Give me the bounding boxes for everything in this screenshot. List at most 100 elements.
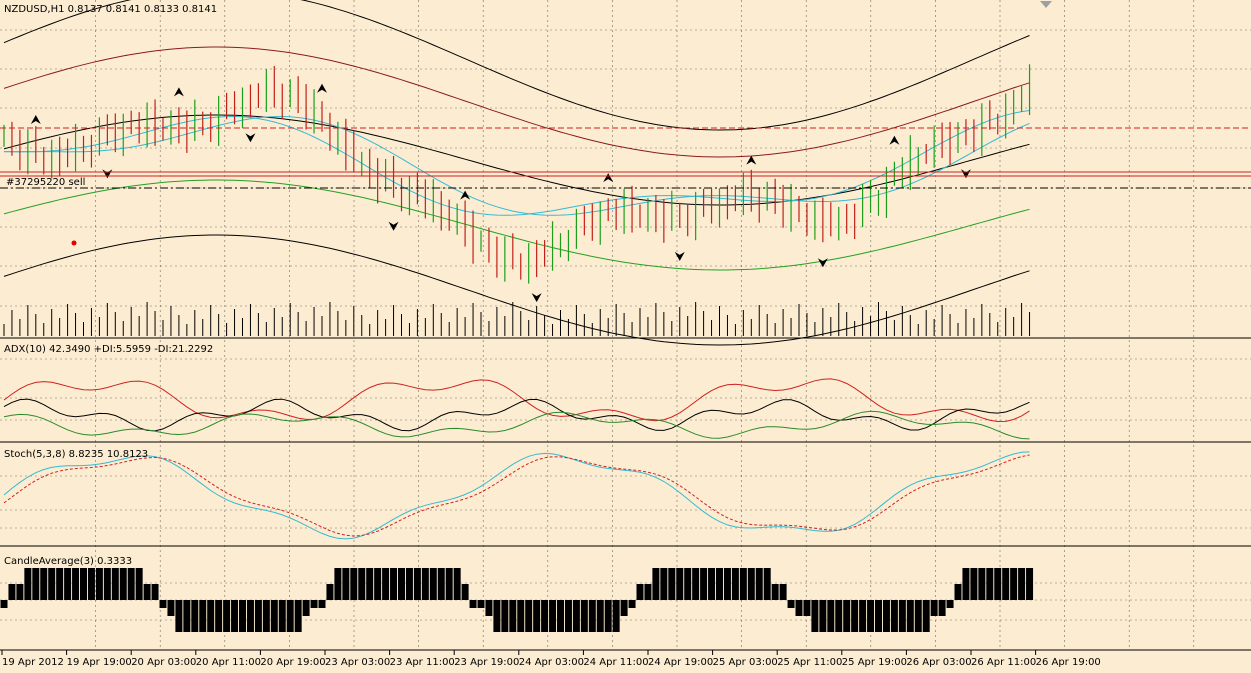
chart-shift-icon[interactable] xyxy=(1040,1,1052,8)
candle-average-bar xyxy=(517,600,525,632)
time-axis: 19 Apr 2012 19 Apr 19:00 20 Apr 03:00 20 Ap… xyxy=(1,650,1101,668)
candle-average-bar xyxy=(533,600,541,632)
upper-outer-band xyxy=(3,0,1030,131)
candle-average-bar xyxy=(437,568,445,600)
candle-average-bar xyxy=(270,600,278,632)
candle-average-bar xyxy=(811,600,819,632)
candle-average-bar xyxy=(541,600,549,632)
candle-average-bar xyxy=(286,600,294,632)
stoch-label: Stoch(5,3,8) 8.8235 10.8123 xyxy=(4,449,148,460)
candle-average-bar xyxy=(644,584,652,600)
stochastic-lines xyxy=(3,451,1030,540)
candle-average-bar xyxy=(525,600,533,632)
candle-average-bar xyxy=(572,600,580,632)
candle-average-bar xyxy=(946,600,954,608)
candle-average-bar xyxy=(413,568,421,600)
candle-average-bar xyxy=(1010,568,1018,600)
candle-average-bar xyxy=(326,584,334,600)
candle-average-bar xyxy=(747,568,755,600)
time-axis-label: 26 Apr 19:00 xyxy=(1036,657,1101,668)
candle-average-bar xyxy=(612,600,620,632)
candle-average-bar xyxy=(95,568,103,600)
candle-average-bar xyxy=(938,600,946,616)
candle-average-bar xyxy=(350,568,358,600)
candle-average-bar xyxy=(80,568,87,600)
fast-ma-line xyxy=(3,110,1030,216)
candle-average-bar xyxy=(366,568,374,600)
candle-average-bar xyxy=(890,600,898,632)
candle-average-bar xyxy=(32,568,40,600)
lower-outer-band xyxy=(3,234,1030,346)
candle-average-bar xyxy=(254,600,262,632)
candle-average-bar xyxy=(199,600,207,632)
candle-average-bar xyxy=(24,568,32,600)
candle-average-bar xyxy=(930,600,938,616)
time-axis-label: 25 Apr 19:00 xyxy=(842,657,907,668)
candle-average-bar xyxy=(40,568,48,600)
candle-average-bar xyxy=(954,584,962,600)
upper-inner-band xyxy=(3,46,1030,158)
adx-plus-di-line xyxy=(3,410,1030,440)
candle-average-bar xyxy=(398,568,405,600)
candle-average-bar xyxy=(342,568,350,600)
candle-average-bar xyxy=(509,600,517,632)
candle-average-bar xyxy=(87,568,95,600)
candle-average-bar xyxy=(676,568,684,600)
candle-average-bar xyxy=(262,600,270,632)
candle-average-bar xyxy=(461,584,469,600)
time-axis-label: 20 Apr 03:00 xyxy=(131,657,196,668)
candle-average-bar xyxy=(580,600,588,632)
candle-average-bar xyxy=(859,600,867,632)
candle-average-bar xyxy=(564,600,572,632)
candle-average-bar xyxy=(16,584,24,600)
candle-average-pane[interactable]: CandleAverage(3) 0.3333 xyxy=(0,556,1034,632)
candle-average-bar xyxy=(119,568,127,600)
main-price-pane[interactable]: NZDUSD,H1 0.8137 0.8141 0.8133 0.8141 #3… xyxy=(0,0,1251,346)
candle-average-bar xyxy=(0,600,8,608)
candle-average-bar xyxy=(445,568,453,600)
candle-average-bar xyxy=(549,600,557,632)
candle-average-bar xyxy=(48,568,56,600)
candle-average-bar xyxy=(215,600,223,632)
candle-average-bar xyxy=(978,568,986,600)
candle-average-bar xyxy=(843,600,851,632)
candle-average-bar xyxy=(493,600,501,632)
candle-average-bar xyxy=(557,600,564,632)
candle-average-bar xyxy=(660,568,668,600)
time-axis-label: 24 Apr 11:00 xyxy=(583,657,648,668)
fractal-down-arrow xyxy=(245,133,256,143)
adx-label: ADX(10) 42.3490 +DI:5.5959 -DI:21.2292 xyxy=(4,344,213,355)
adx-lines xyxy=(3,378,1030,440)
candle-average-bar xyxy=(596,600,604,632)
adx-main-line xyxy=(3,398,1030,432)
fractal-up-arrow xyxy=(30,114,41,124)
candle-average-bar xyxy=(867,600,875,632)
candle-average-bar xyxy=(374,568,382,600)
candle-average-bar xyxy=(755,568,763,600)
candle-average-bar xyxy=(962,568,970,600)
candle-average-bar xyxy=(1002,568,1010,600)
candle-average-bar xyxy=(477,600,485,608)
candle-average-bar xyxy=(851,600,859,632)
candle-average-bar xyxy=(183,600,191,632)
adx-pane[interactable]: ADX(10) 42.3490 +DI:5.5959 -DI:21.2292 xyxy=(3,344,1030,440)
candle-average-bar xyxy=(294,600,302,632)
time-axis-label: 20 Apr 19:00 xyxy=(260,657,325,668)
candle-average-bar xyxy=(970,568,978,600)
candle-average-bar xyxy=(239,600,246,632)
stochastic-pane[interactable]: Stoch(5,3,8) 8.8235 10.8123 xyxy=(3,449,1030,540)
candle-average-bar xyxy=(151,584,159,600)
candle-average-bar xyxy=(358,568,366,600)
candle-average-bar xyxy=(405,568,413,600)
candle-average-bar xyxy=(64,568,72,600)
candle-average-bar xyxy=(922,600,930,632)
candle-average-bar xyxy=(835,600,843,632)
candle-average-bar xyxy=(72,568,80,600)
time-axis-label: 23 Apr 03:00 xyxy=(325,657,390,668)
candle-average-bar xyxy=(795,600,803,616)
adx-minus-di-line xyxy=(3,378,1030,423)
stoch-main-line xyxy=(3,451,1030,540)
candle-average-bar xyxy=(135,568,143,600)
candle-average-bar xyxy=(763,568,771,600)
